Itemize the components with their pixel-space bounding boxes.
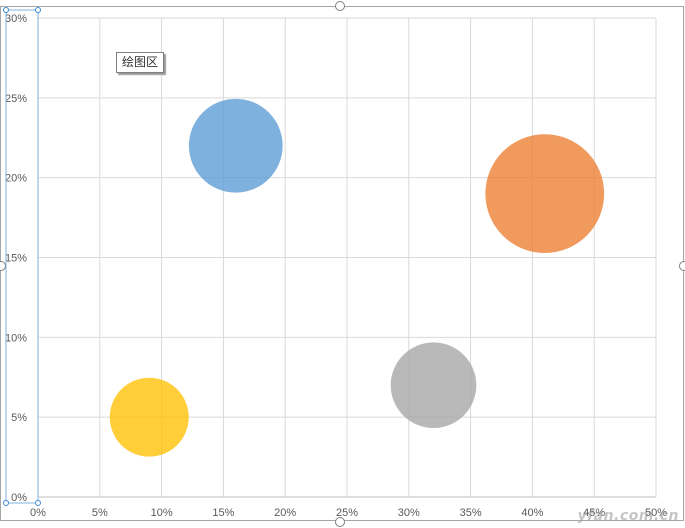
- bubble: [188, 98, 283, 193]
- x-tick-label: 50%: [645, 507, 667, 519]
- selection-handle: [3, 500, 9, 506]
- x-tick-label: 0%: [30, 507, 46, 519]
- x-tick-label: 35%: [460, 507, 482, 519]
- bubble: [390, 342, 477, 429]
- selection-handle: [3, 7, 9, 13]
- selection-handle: [35, 7, 41, 13]
- resize-handle: [335, 517, 345, 527]
- y-tick-label: 25%: [5, 93, 27, 105]
- y-tick-label: 30%: [5, 13, 27, 25]
- x-tick-label: 15%: [212, 507, 234, 519]
- selection-handle: [35, 500, 41, 506]
- y-tick-label: 10%: [5, 332, 27, 344]
- gridlines: [37, 17, 657, 498]
- x-tick-label: 45%: [583, 507, 605, 519]
- watermark: yfan.com.cn: [577, 508, 679, 524]
- bubbles: [109, 98, 605, 457]
- x-tick-label: 25%: [336, 507, 358, 519]
- resize-handle: [335, 1, 345, 11]
- y-tick-label: 20%: [5, 173, 27, 185]
- tick-labels: 0% 5% 10% 15% 20% 25% 30% 35% 40% 45% 50% 0% 5% 10% 15…: [5, 13, 667, 519]
- x-tick-label: 20%: [274, 507, 296, 519]
- y-tick-label: 0%: [11, 492, 27, 504]
- x-tick-label: 40%: [521, 507, 543, 519]
- resize-handle: [0, 261, 6, 271]
- x-tick-label: 5%: [92, 507, 108, 519]
- chart-border: [0, 6, 684, 521]
- bubble: [109, 377, 189, 457]
- x-tick-label: 30%: [398, 507, 420, 519]
- plot-area-tooltip: 绘图区: [116, 52, 165, 73]
- resize-handle: [679, 261, 685, 271]
- x-tick-label: 10%: [151, 507, 173, 519]
- plot-area-selection: [5, 9, 39, 504]
- y-tick-label: 15%: [5, 253, 27, 265]
- y-tick-label: 5%: [11, 412, 27, 424]
- bubble: [485, 134, 605, 254]
